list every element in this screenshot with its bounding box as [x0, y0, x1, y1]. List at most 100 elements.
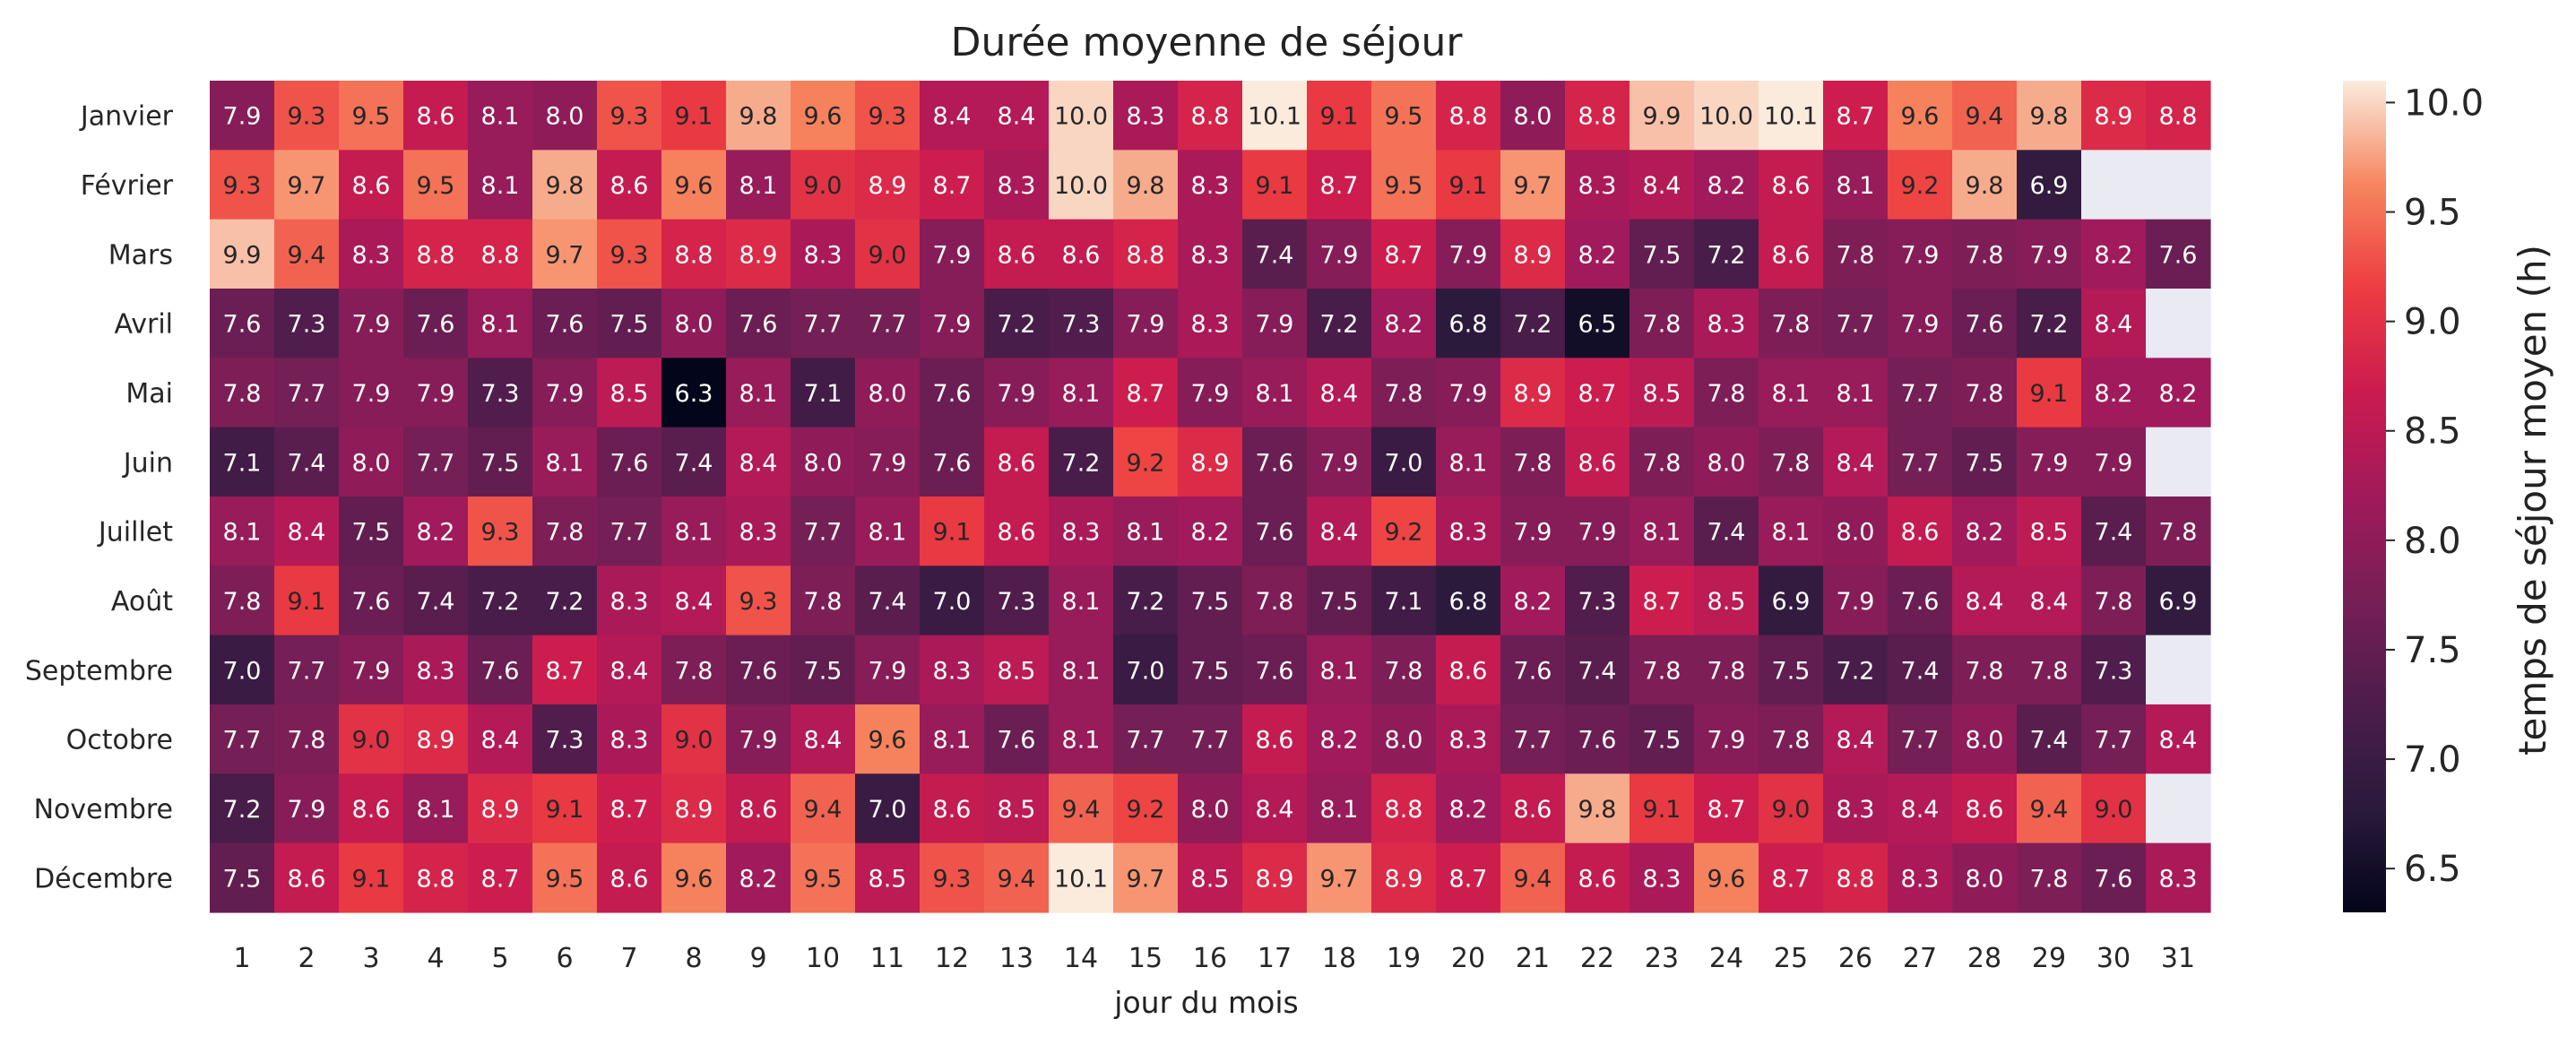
cell-value: 7.9: [417, 380, 455, 408]
heatmap-cell: [855, 566, 921, 636]
heatmap-cell: [1307, 427, 1372, 497]
heatmap-cell: [468, 635, 533, 705]
cell-value: 7.8: [1837, 241, 1875, 269]
heatmap-cell: [1694, 288, 1759, 358]
cell-value: 8.5: [998, 796, 1036, 824]
cell-value: 9.8: [2030, 103, 2069, 131]
cell-value: 7.6: [1514, 657, 1552, 685]
heatmap-cell: [210, 773, 275, 844]
cell-value: 8.3: [998, 172, 1036, 200]
cell-value: 7.2: [223, 796, 262, 824]
heatmap-cell: [920, 288, 985, 358]
cell-value: 8.0: [1837, 519, 1875, 547]
cell-value: 6.5: [1578, 311, 1617, 339]
cell-value: 8.3: [1707, 311, 1746, 339]
cell-value: 9.0: [352, 727, 391, 755]
day-label: 9: [749, 943, 766, 974]
cell-value: 7.8: [1385, 657, 1423, 685]
cell-value: 8.1: [1062, 727, 1101, 755]
cell-value: 9.1: [546, 796, 584, 824]
heatmap-cell: [532, 427, 598, 497]
cell-value: 7.9: [933, 311, 972, 339]
cell-value: 9.3: [610, 241, 649, 269]
day-label: 12: [935, 943, 969, 974]
cell-value: 7.8: [546, 519, 584, 547]
cell-value: 8.6: [1449, 657, 1488, 685]
cell-value: 8.9: [739, 241, 778, 269]
heatmap-cell: [984, 427, 1050, 497]
heatmap-cell: [1242, 496, 1308, 566]
heatmap-cell: [1629, 496, 1695, 566]
cell-value: 7.9: [1449, 241, 1488, 269]
cell-value: 7.3: [546, 727, 584, 755]
cell-value: 7.8: [1966, 380, 2004, 408]
cell-value: 8.9: [1191, 449, 1230, 477]
cell-value: 7.9: [739, 727, 778, 755]
cell-value: 9.6: [675, 172, 713, 200]
cell-value: 7.0: [223, 657, 262, 685]
heatmap-cell: [532, 842, 598, 913]
heatmap-cell: [1500, 219, 1566, 289]
heatmap-cell: [661, 219, 727, 289]
heatmap-cell: [2081, 773, 2147, 844]
cell-value: 9.7: [1320, 865, 1359, 893]
heatmap-cell: [2146, 81, 2211, 151]
cell-value: 7.6: [1256, 449, 1294, 477]
cell-value: 8.4: [1320, 380, 1359, 408]
heatmap-cell: [1178, 635, 1243, 705]
cell-value: 9.5: [804, 865, 843, 893]
heatmap-cell: [1888, 635, 1953, 705]
heatmap-cell: [1629, 150, 1695, 220]
heatmap-cell: [1242, 566, 1308, 636]
heatmap-cell: [1049, 219, 1114, 289]
month-label: Novembre: [34, 794, 173, 825]
cell-value: 8.2: [417, 519, 455, 547]
heatmap-cell: [597, 635, 662, 705]
colorbar-tick-label: 6.5: [2404, 849, 2461, 890]
cell-value: 9.8: [739, 103, 778, 131]
heatmap-cell: [274, 566, 340, 636]
heatmap-cell: [597, 704, 662, 774]
cell-value: 7.9: [1256, 311, 1294, 339]
cell-value: 8.1: [1320, 796, 1359, 824]
heatmap-cell: [1888, 288, 1953, 358]
heatmap-cell: [984, 704, 1050, 774]
heatmap-cell: [1307, 358, 1372, 428]
heatmap-cell: [1242, 842, 1308, 913]
cell-value: 8.0: [1707, 449, 1746, 477]
heatmap-cell: [1629, 842, 1695, 913]
heatmap-cell: [1307, 219, 1372, 289]
heatmap-cell: [855, 704, 921, 774]
heatmap-cell: [1565, 842, 1630, 913]
cell-value: 8.1: [869, 519, 907, 547]
cell-value: 8.2: [739, 865, 778, 893]
heatmap-cell: [1113, 288, 1179, 358]
heatmap-cell: [274, 150, 340, 220]
colorbar-tick-label: 9.5: [2404, 193, 2461, 234]
heatmap-cell: [1178, 704, 1243, 774]
heatmap-cell: [468, 773, 533, 844]
colorbar-tick-label: 8.0: [2404, 521, 2461, 562]
cell-value: 9.3: [223, 172, 262, 200]
cell-value: 8.3: [804, 241, 843, 269]
cell-value: 8.9: [869, 172, 907, 200]
cell-value: 6.8: [1449, 588, 1488, 616]
heatmap-cell: [210, 427, 275, 497]
heatmap-cell: [661, 288, 727, 358]
heatmap-cell: [1371, 773, 1437, 844]
cell-value: 9.4: [288, 241, 326, 269]
heatmap-cell: [1436, 566, 1501, 636]
heatmap-cell: [920, 427, 985, 497]
heatmap-cell: [1371, 635, 1437, 705]
cell-value: 7.8: [2159, 519, 2198, 547]
heatmap-cell: [791, 150, 856, 220]
cell-value: 7.6: [481, 657, 520, 685]
cell-value: 7.9: [1191, 380, 1230, 408]
heatmap-cell: [1436, 288, 1501, 358]
colorbar-ticks: 6.5 7.0 7.5 8.0 8.5 9.0 9.5 10.0: [2386, 82, 2484, 890]
heatmap-cell: [210, 566, 275, 636]
heatmap-cell: [339, 842, 404, 913]
day-label: 23: [1645, 943, 1679, 974]
heatmap-cell: [403, 496, 469, 566]
cell-value: 9.3: [739, 588, 778, 616]
